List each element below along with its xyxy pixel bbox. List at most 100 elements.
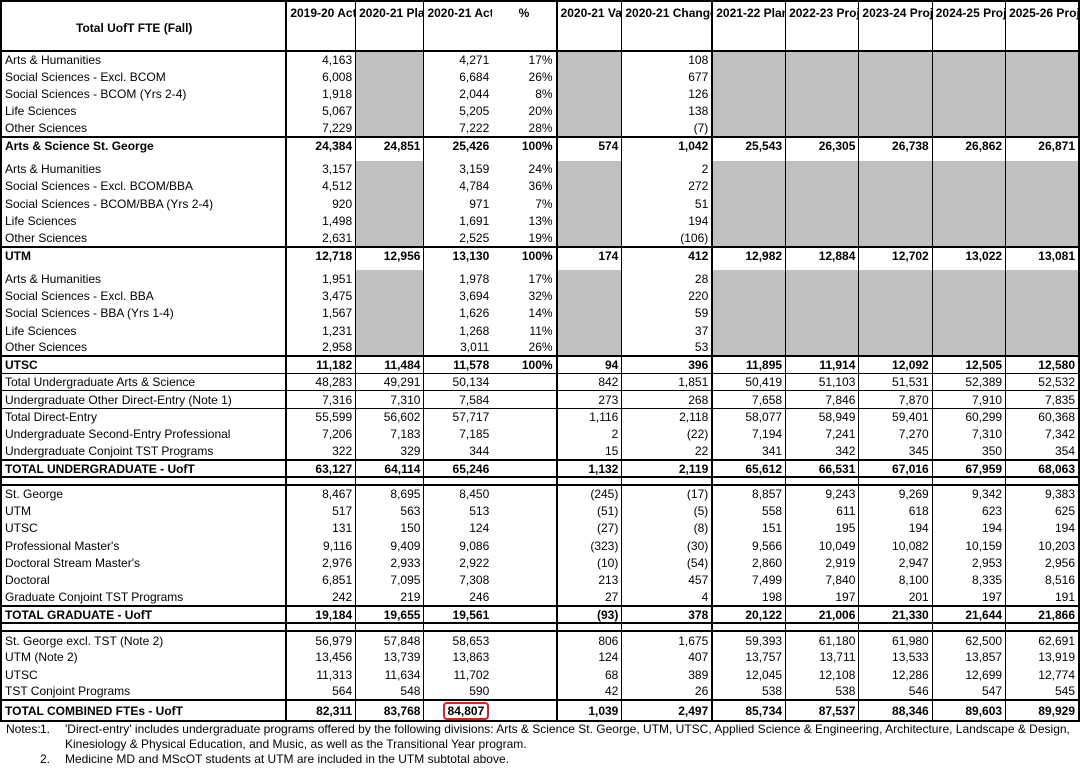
table-cell: [932, 49, 1007, 69]
table-cell: [556, 229, 623, 247]
table-cell: [785, 160, 860, 178]
table-cell: 7,185: [459, 427, 490, 442]
table-cell: [556, 102, 623, 120]
table-cell: 174: [556, 245, 623, 265]
table-cell: 7,206: [286, 425, 357, 443]
table-cell: 60,299: [932, 407, 1007, 426]
spacer-cell: [712, 477, 787, 486]
spacer-row: [0, 154, 1080, 161]
table-cell: 378: [621, 605, 714, 625]
spacer-cell: [556, 264, 623, 271]
table-row: Graduate Conjoint TST Programs 242 219 246 2…: [0, 588, 1080, 607]
notes: Notes: 1. 'Direct-entry' includes underg…: [0, 722, 1080, 767]
table-cell: 13,919: [1005, 648, 1080, 666]
table-cell: 36%: [492, 177, 558, 196]
spacer-cell: [355, 154, 425, 161]
table-cell: [932, 287, 1007, 305]
row-label: Social Sciences - BCOM/BBA (Yrs 2-4): [0, 195, 288, 213]
table-cell: [556, 177, 623, 196]
table-row: Doctoral 6,851 7,095 7,308 213 457 7,499 7,840 8…: [0, 571, 1080, 589]
table-cell: [556, 321, 623, 340]
table-cell: 100%: [492, 355, 558, 374]
table-cell: [932, 229, 1007, 247]
row-label: Social Sciences - Excl. BCOM: [0, 68, 288, 86]
table-cell: 19,655: [355, 605, 425, 625]
table-cell: [556, 49, 623, 69]
table-cell: 5,067: [286, 102, 357, 120]
table-cell: 548: [355, 683, 425, 701]
table-cell: 220: [621, 287, 714, 305]
table-cell: [355, 120, 425, 138]
table-cell: 9,243: [785, 484, 860, 503]
table-cell: [556, 85, 623, 103]
table-cell: 1,042: [621, 136, 714, 155]
table-cell: 13,757: [712, 648, 787, 666]
table-cell: 150: [355, 519, 425, 538]
table-cell: 194: [858, 519, 933, 538]
table-cell: 8,695: [355, 484, 425, 503]
header-col: 2025-26 Projected: [1005, 0, 1080, 52]
table-cell: 126: [621, 85, 714, 103]
table-cell: 8,857: [712, 484, 787, 503]
table-cell: (5): [621, 502, 714, 520]
table-cell: 19,184: [286, 605, 357, 625]
table-cell: [1005, 229, 1080, 247]
table-cell: 191: [1005, 588, 1080, 607]
table-cell: 100%: [492, 136, 558, 155]
spacer-cell: [932, 623, 1007, 632]
table-cell: [858, 229, 933, 247]
table-cell: 1,691: [459, 213, 490, 228]
table-row: UTSC 11,182 11,484 11,578 100% 94 396 11,895 11,…: [0, 355, 1080, 374]
spacer-cell: [286, 264, 357, 271]
table-cell: [858, 287, 933, 305]
table-cell: [355, 212, 425, 230]
table-cell: 8,516: [1005, 571, 1080, 589]
table-cell: 57,717: [423, 407, 493, 426]
table-cell: 971: [469, 196, 490, 211]
table-cell: [355, 85, 425, 103]
table-cell: [492, 605, 558, 625]
table-cell: (245): [556, 484, 623, 503]
table-cell: 219: [355, 588, 425, 607]
table-cell: [858, 339, 933, 357]
table-cell: [492, 630, 558, 649]
table-cell: 4,784: [459, 179, 490, 194]
table-cell: [712, 270, 787, 288]
table-cell: [785, 102, 860, 120]
table-cell: 547: [932, 683, 1007, 701]
table-cell: 7,499: [712, 571, 787, 589]
table-cell: 4,163: [286, 49, 357, 69]
table-cell: [492, 458, 558, 479]
spacer-cell: [492, 477, 558, 486]
row-label: Undergraduate Conjoint TST Programs: [0, 442, 288, 460]
table-cell: 151: [712, 519, 787, 538]
table-cell: [492, 665, 558, 684]
header-col: %: [492, 0, 558, 52]
table-cell: 89,929: [1005, 699, 1080, 722]
table-cell: 17%: [492, 49, 558, 69]
table-cell: (8): [621, 519, 714, 538]
row-label: UTM: [0, 245, 288, 265]
table-cell: [556, 339, 623, 357]
table-row: UTSC 131 150 124 (27) (8) 151 195 194 194 194: [0, 519, 1080, 538]
table-cell: 82,311: [286, 699, 357, 722]
table-cell: 1,116: [556, 407, 623, 426]
table-cell: 9,269: [858, 484, 933, 503]
table-cell: 625: [1005, 502, 1080, 520]
table-cell: 1,132: [556, 458, 623, 479]
table-row: Total Direct-Entry 55,599 56,602 57,717 1,11…: [0, 407, 1080, 426]
table-cell: 88,346: [858, 699, 933, 722]
table-cell: 13,739: [355, 648, 425, 666]
table-cell: 12,702: [858, 245, 933, 265]
table-cell: 2,976: [286, 554, 357, 572]
table-cell: 342: [785, 442, 860, 460]
row-label: Undergraduate Other Direct-Entry (Note 1…: [0, 390, 288, 409]
table-cell: 131: [286, 519, 357, 538]
table-cell: 19,561: [423, 605, 493, 625]
table-row: Life Sciences 1,231 1,268 11% 37: [0, 321, 1080, 340]
table-cell: 268: [621, 390, 714, 409]
table-cell: 13,857: [932, 648, 1007, 666]
table-cell: [492, 537, 558, 555]
note-1: Notes: 1. 'Direct-entry' includes underg…: [0, 722, 1080, 752]
table-cell: [492, 442, 558, 460]
